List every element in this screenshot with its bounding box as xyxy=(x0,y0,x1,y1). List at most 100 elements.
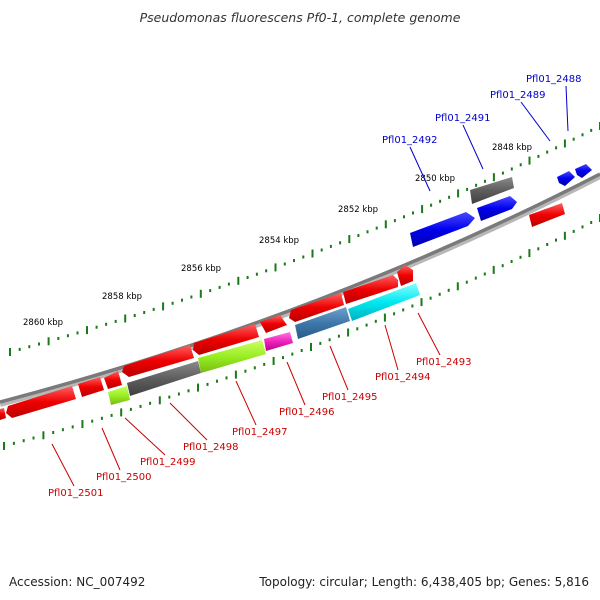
gene-block xyxy=(575,164,592,178)
minor-tick xyxy=(590,221,593,224)
upper-tick-track xyxy=(9,122,600,356)
minor-tick xyxy=(510,167,513,171)
minor-tick xyxy=(375,226,378,230)
minor-tick xyxy=(356,327,359,331)
minor-tick xyxy=(319,341,322,345)
minor-tick xyxy=(572,229,575,233)
major-tick xyxy=(81,420,84,429)
minor-tick xyxy=(244,369,247,373)
gene-label-pfl01-2492: Pfl01_2492 xyxy=(382,135,438,146)
reverse-gene-labels: Pfl01_2493 Pfl01_2494 Pfl01_2495 Pfl01_2… xyxy=(48,312,472,499)
major-tick xyxy=(310,343,312,351)
minor-tick xyxy=(328,338,331,342)
map-title: Pseudomonas fluorescens Pf0-1, complete … xyxy=(140,10,461,25)
gene-block xyxy=(78,377,104,397)
minor-tick xyxy=(581,225,584,229)
minor-tick xyxy=(411,304,414,308)
forward-gene-labels: Pfl01_2488 Pfl01_2489 Pfl01_2491 Pfl01_2… xyxy=(382,74,582,192)
minor-tick xyxy=(302,255,305,259)
gene-label-pfl01-2499: Pfl01_2499 xyxy=(140,457,196,468)
gene-label-pfl01-2491: Pfl01_2491 xyxy=(435,113,491,124)
minor-tick xyxy=(177,392,180,396)
major-tick xyxy=(420,298,423,307)
minor-tick xyxy=(403,215,405,219)
gene-block xyxy=(122,345,194,377)
minor-tick xyxy=(447,288,450,292)
tick-label: 2848 kbp xyxy=(492,143,532,153)
minor-tick xyxy=(357,234,360,237)
major-tick xyxy=(492,265,495,274)
minor-tick xyxy=(393,219,396,223)
major-tick xyxy=(274,263,277,272)
minor-tick xyxy=(465,280,468,284)
minor-tick xyxy=(546,243,549,246)
minor-tick xyxy=(66,334,69,338)
minor-tick xyxy=(555,238,557,242)
major-tick xyxy=(124,314,127,323)
gene-label-pfl01-2489: Pfl01_2489 xyxy=(490,90,546,101)
major-tick xyxy=(347,328,350,337)
minor-tick xyxy=(291,352,294,356)
minor-tick xyxy=(76,331,79,335)
tick-label: 2856 kbp xyxy=(181,264,221,274)
minor-tick xyxy=(320,248,323,252)
gene-label-pfl01-2496: Pfl01_2496 xyxy=(279,407,335,418)
major-tick xyxy=(42,431,45,440)
minor-tick xyxy=(71,425,74,429)
minor-tick xyxy=(572,137,575,141)
minor-tick xyxy=(12,441,15,445)
gene-label-pfl01-2501: Pfl01_2501 xyxy=(48,488,104,499)
tick-labels: 2848 kbp 2850 kbp 2852 kbp 2854 kbp 2856… xyxy=(23,143,532,328)
gene-block xyxy=(264,332,293,351)
gene-label-pfl01-2500: Pfl01_2500 xyxy=(96,472,152,483)
minor-tick xyxy=(366,230,369,234)
major-tick xyxy=(120,408,123,417)
minor-tick xyxy=(448,195,451,199)
gene-block xyxy=(193,324,259,355)
minor-tick xyxy=(253,366,256,370)
minor-tick xyxy=(61,428,64,432)
gene-block xyxy=(198,340,266,373)
minor-tick xyxy=(38,342,40,346)
minor-tick xyxy=(581,133,584,137)
minor-tick xyxy=(519,255,522,259)
minor-tick xyxy=(181,298,183,302)
minor-tick xyxy=(139,404,142,408)
minor-tick xyxy=(483,272,486,276)
minor-tick xyxy=(100,416,103,420)
minor-tick xyxy=(265,269,268,273)
minor-tick xyxy=(255,272,258,276)
minor-tick xyxy=(519,163,522,167)
gene-block xyxy=(348,283,420,321)
minor-tick xyxy=(429,296,432,300)
minor-tick xyxy=(190,295,193,299)
gene-block xyxy=(410,212,475,247)
major-tick xyxy=(199,289,202,298)
minor-tick xyxy=(209,289,212,293)
major-tick xyxy=(3,442,5,450)
minor-tick xyxy=(32,436,35,440)
major-tick xyxy=(197,383,199,392)
major-tick xyxy=(311,249,314,258)
minor-tick xyxy=(484,179,486,183)
gene-block xyxy=(529,203,565,227)
major-tick xyxy=(421,205,424,214)
lower-tick-track xyxy=(3,214,600,450)
minor-tick xyxy=(22,439,25,443)
gene-block xyxy=(289,293,344,322)
minor-tick xyxy=(546,150,549,154)
tick-label: 2858 kbp xyxy=(102,292,142,302)
minor-tick xyxy=(91,419,94,423)
minor-tick xyxy=(105,322,108,326)
minor-tick xyxy=(337,334,340,338)
minor-tick xyxy=(95,325,98,329)
minor-tick xyxy=(114,319,117,323)
gene-block xyxy=(108,386,130,405)
minor-tick xyxy=(263,362,266,366)
minor-tick xyxy=(246,276,249,279)
minor-tick xyxy=(110,413,113,417)
minor-tick xyxy=(430,203,433,207)
gene-label-pfl01-2495: Pfl01_2495 xyxy=(322,392,378,403)
